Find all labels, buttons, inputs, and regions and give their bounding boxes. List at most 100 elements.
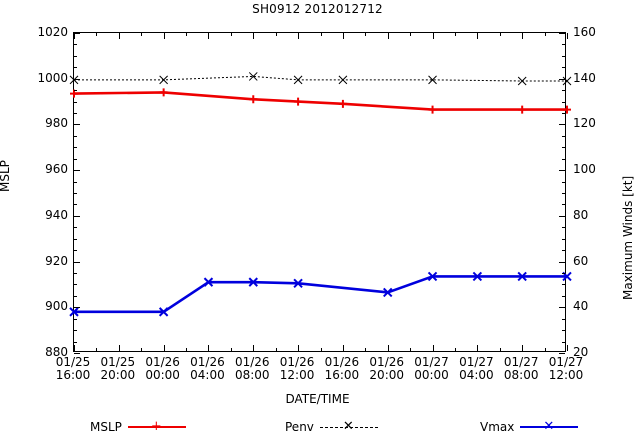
y-minor-tick-right [562,90,565,92]
x-tick [387,345,389,351]
x-ticklabel: 01/25 20:00 [100,355,136,382]
x-tick [298,33,300,39]
x-minor-tick [96,348,98,351]
x-tick [118,345,120,351]
y-tick-right [559,124,565,126]
y-minor-tick-right [562,44,565,46]
data-point-marker [428,105,437,114]
y-minor-tick-left [74,295,77,297]
x-minor-tick [499,33,501,36]
y-tick-right [559,170,565,172]
y-minor-tick-left [74,44,77,46]
x-ticklabel: 01/26 04:00 [190,355,225,382]
x-minor-tick [365,348,367,351]
x-ticklabel: 01/27 00:00 [414,355,449,382]
data-point-marker [383,287,393,298]
data-point-marker [159,88,168,97]
y-axis-left-title: MSLP [0,160,12,192]
x-tick [432,345,434,351]
data-point-marker [517,271,527,282]
data-point-marker [517,76,527,86]
x-minor-tick [320,33,322,36]
y-minor-tick-left [74,90,77,92]
legend-line-swatch: ✕ [520,420,579,434]
legend-marker-cross: ✕ [342,419,354,434]
y-tick-right [559,78,565,80]
x-tick [477,33,479,39]
x-tick [208,33,210,39]
y-minor-tick-right [562,67,565,69]
y-ticklabel-left: 940 [45,207,68,222]
x-tick [387,33,389,39]
x-tick [74,345,75,351]
data-point-marker [293,75,303,85]
legend-label: Vmax [480,420,515,434]
y-minor-tick-right [562,158,565,160]
series-vmax [69,271,572,317]
y-minor-tick-right [562,113,565,114]
x-tick [477,345,479,351]
data-point-marker [472,271,483,282]
y-ticklabel-right: 100 [573,162,596,177]
x-minor-tick [410,348,412,351]
y-ticklabel-left: 980 [45,116,68,131]
legend-line-swatch: ✕ [319,419,378,434]
y-tick-right [559,215,565,217]
x-ticklabel: 01/26 12:00 [279,355,315,382]
data-point-marker [338,99,347,108]
y-tick-left [74,215,80,217]
y-minor-tick-right [562,181,565,183]
y-minor-tick-left [74,147,77,149]
data-point-marker [69,75,79,85]
y-minor-tick-right [562,295,565,297]
x-ticklabel: 01/26 00:00 [145,355,180,382]
x-tick [342,33,344,39]
y-minor-tick-left [74,204,77,206]
series-line [74,75,567,82]
data-point-marker [338,75,348,85]
y-minor-tick-right [562,250,565,252]
data-point-marker [248,277,258,287]
x-minor-tick [141,348,143,351]
x-ticklabel: 01/25 16:00 [55,355,91,382]
y-tick-right [559,353,565,354]
data-point-marker [249,95,258,104]
y-minor-tick-left [74,318,77,320]
x-ticklabel: 01/27 04:00 [459,355,494,382]
series-penv [69,72,572,86]
y-ticklabel-left: 880 [45,345,68,359]
y-ticklabel-right: 40 [573,299,589,314]
x-minor-tick [96,33,98,36]
x-tick [522,33,524,39]
y-ticklabel-left: 1020 [37,25,68,39]
x-tick [567,33,568,39]
legend-item-penv[interactable]: Penv ✕ [285,418,378,436]
x-tick [567,345,568,351]
y-ticklabel-right: 120 [573,116,596,131]
x-tick [253,33,255,39]
x-minor-tick [275,348,277,351]
x-tick [163,33,165,39]
y-minor-tick-left [74,227,77,229]
x-tick [522,345,524,351]
data-point-marker [293,278,303,288]
legend-item-vmax[interactable]: Vmax ✕ [480,418,579,436]
plot-area [69,32,572,354]
x-minor-tick [365,33,367,36]
data-point-marker [563,105,571,114]
data-point-marker [518,105,527,114]
y-tick-right [559,33,565,34]
x-minor-tick [275,33,277,36]
x-minor-tick [230,33,232,36]
y-minor-tick-left [74,101,77,103]
data-point-marker [158,307,169,317]
x-minor-tick [186,33,188,36]
y-tick-left [74,307,80,309]
x-tick [432,33,434,39]
x-minor-tick [186,348,188,351]
x-ticklabel: 01/26 16:00 [324,355,360,382]
x-minor-tick [410,33,412,36]
x-tick [163,345,165,351]
y-tick-left [74,353,80,354]
legend-item-mslp[interactable]: MSLP + [90,418,186,436]
